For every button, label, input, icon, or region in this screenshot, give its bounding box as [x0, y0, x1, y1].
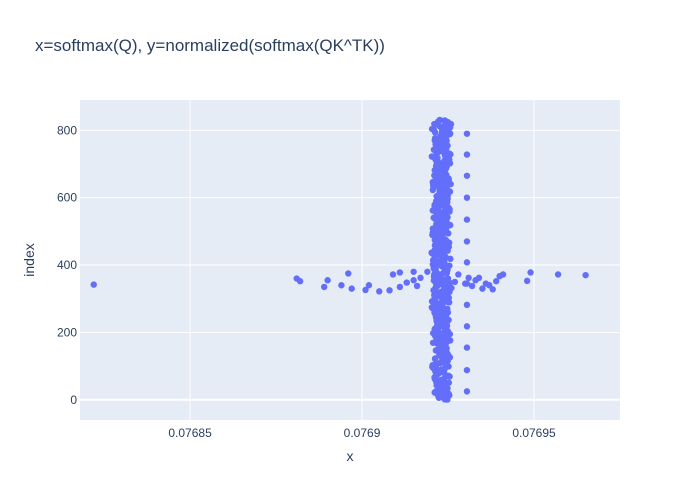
data-point [403, 279, 410, 286]
data-point [324, 277, 331, 284]
data-point [389, 271, 397, 278]
data-point [430, 214, 437, 221]
data-point [463, 151, 471, 158]
data-point [429, 339, 437, 346]
data-point [410, 277, 417, 284]
data-point [463, 344, 471, 351]
x-axis-title: x [347, 448, 354, 464]
data-point [463, 323, 471, 330]
data-point [345, 270, 352, 277]
data-point [365, 282, 373, 289]
data-point [479, 285, 486, 292]
data-point [444, 335, 452, 343]
data-point [499, 271, 507, 278]
data-points [90, 116, 589, 403]
data-point [386, 287, 393, 294]
data-point [428, 125, 436, 133]
data-point [463, 130, 471, 137]
data-point [431, 271, 438, 278]
data-point [90, 281, 97, 288]
data-point [321, 283, 328, 291]
data-point [431, 287, 438, 294]
data-point [396, 269, 404, 276]
y-tick-label: 200 [57, 325, 77, 339]
data-point [446, 150, 453, 157]
data-point [396, 283, 404, 291]
data-point [376, 288, 383, 295]
data-point [463, 194, 471, 201]
data-point [362, 286, 369, 294]
data-point [463, 366, 471, 374]
y-tick-label: 400 [57, 258, 77, 272]
data-point [468, 282, 476, 290]
data-point [527, 269, 534, 276]
data-point [465, 274, 472, 282]
data-point [431, 135, 439, 142]
data-point [338, 282, 345, 289]
data-point [455, 271, 462, 278]
chart-title: x=softmax(Q), y=normalized(softmax(QK^TK… [35, 36, 385, 55]
data-point [582, 271, 589, 279]
data-point [463, 216, 471, 223]
y-tick-label: 600 [57, 191, 77, 205]
x-tick-label: 0.07695 [512, 426, 556, 440]
data-point [348, 285, 355, 292]
y-tick-label: 800 [57, 123, 77, 137]
y-axis-title: index [21, 243, 37, 276]
data-point [463, 259, 471, 266]
y-axis-ticks: 0 200 400 600 800 [57, 123, 77, 406]
data-point [451, 278, 459, 286]
x-axis-ticks: 0.07685 0.0769 0.07695 [168, 426, 556, 440]
data-point [489, 286, 496, 293]
data-point [463, 301, 471, 308]
data-point [296, 278, 304, 285]
data-point [444, 275, 452, 282]
x-tick-label: 0.0769 [344, 426, 381, 440]
data-point [413, 282, 421, 290]
data-point [475, 274, 483, 282]
data-point [441, 117, 449, 124]
data-point [463, 172, 471, 179]
data-point [492, 278, 500, 285]
data-point [554, 271, 562, 278]
x-tick-label: 0.07685 [168, 426, 212, 440]
data-point [435, 117, 443, 124]
data-point [448, 284, 455, 292]
data-point [463, 388, 471, 395]
data-point [424, 268, 431, 275]
gridlines [80, 100, 620, 420]
data-point [410, 268, 417, 275]
data-point [434, 280, 441, 287]
data-point [417, 274, 424, 282]
y-tick-label: 0 [70, 393, 77, 407]
data-point [523, 277, 531, 285]
data-point [463, 238, 471, 245]
data-point [463, 280, 471, 287]
plot-area [80, 100, 620, 420]
